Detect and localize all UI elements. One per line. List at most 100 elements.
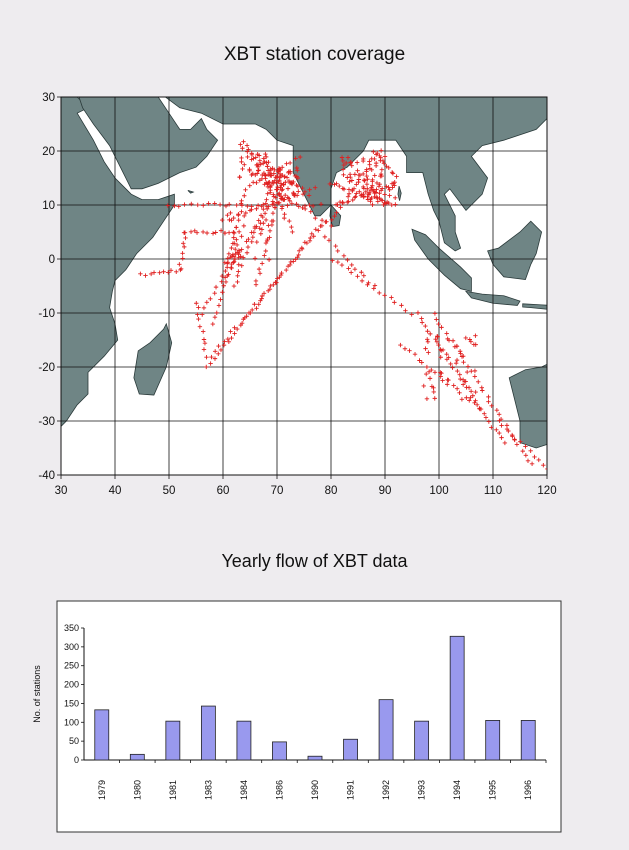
station-marker [239,209,244,214]
map-y-tick-label: 0 [49,254,55,266]
station-marker [435,333,440,339]
station-marker [214,310,219,316]
station-marker [166,270,171,275]
station-marker [268,173,274,178]
station-marker [335,202,340,207]
station-marker [280,187,285,192]
station-marker [370,187,376,192]
station-marker [432,311,438,316]
station-marker [265,191,270,196]
map-x-tick-label: 120 [537,485,556,497]
station-marker [255,162,260,167]
map-title: XBT station coverage [223,44,406,65]
station-marker [174,269,179,275]
bar-x-tick-label: 1993 [417,780,427,800]
station-marker [489,403,494,409]
station-marker [366,192,371,197]
station-marker [438,355,443,360]
station-marker [285,263,291,269]
station-marker [283,180,288,185]
station-marker [295,184,301,189]
station-marker [289,201,295,206]
station-marker [247,168,252,173]
station-marker [300,185,305,191]
station-marker [229,218,234,223]
station-marker [271,282,276,288]
station-marker [372,173,377,178]
station-marker [523,444,528,449]
station-marker [194,230,200,235]
station-marker [300,191,306,197]
station-marker [222,260,228,265]
station-marker [354,191,359,196]
map-x-tick-label: 70 [271,485,284,497]
station-marker [427,376,433,381]
map-x-tick-label: 30 [55,485,68,497]
station-marker [239,263,244,268]
station-marker [236,262,241,267]
station-marker [202,340,208,346]
bar-x-tick-label: 1983 [203,780,213,800]
station-marker [348,160,353,166]
station-marker [386,165,391,170]
station-marker [195,202,200,208]
station-marker [256,266,262,272]
station-marker [431,385,436,390]
station-marker [473,389,478,395]
station-marker [445,382,450,387]
station-marker [225,273,230,279]
station-marker [381,161,387,166]
station-marker [269,218,275,224]
lesser-sunda-landmass [522,303,547,310]
bar-y-tick-label: 250 [64,661,79,671]
station-marker [489,425,494,430]
station-marker [359,270,364,275]
station-marker [367,166,373,171]
station-marker [346,266,351,271]
station-marker [379,173,384,179]
andaman-island [397,185,402,201]
station-marker [255,164,261,170]
station-marker [300,205,305,210]
station-marker [389,202,394,208]
station-marker [424,396,430,401]
station-marker [366,280,371,286]
station-marker [302,189,308,195]
station-marker [279,183,284,188]
station-marker [245,244,251,250]
station-marker [462,379,467,384]
station-marker [212,349,218,354]
station-marker [256,218,261,223]
station-marker [296,252,301,258]
station-marker [376,184,382,189]
station-marker [237,174,242,180]
station-marker [266,257,272,262]
station-marker [370,202,375,207]
map-x-tick-label: 60 [217,485,230,497]
station-marker [176,204,181,209]
bar-chart-title: Yearly flow of XBT data [221,551,408,571]
station-marker [446,377,451,383]
station-marker [157,270,162,275]
station-marker [288,169,293,174]
station-marker [210,321,216,327]
station-marker [460,382,466,387]
station-marker [382,192,387,197]
station-marker [181,241,186,246]
station-marker [245,204,250,209]
station-marker [182,202,187,207]
station-marker [196,316,201,322]
station-marker [378,148,384,153]
station-marker [370,183,375,188]
station-marker [440,378,445,383]
station-marker [266,172,271,177]
station-marker [259,204,264,209]
station-marker [234,237,239,242]
station-marker [458,351,463,356]
station-marker [285,203,290,208]
station-marker [264,197,269,202]
station-marker [290,229,295,235]
asia-mainland-landmass [164,97,547,252]
station-marker [236,255,241,260]
station-marker [287,218,292,224]
